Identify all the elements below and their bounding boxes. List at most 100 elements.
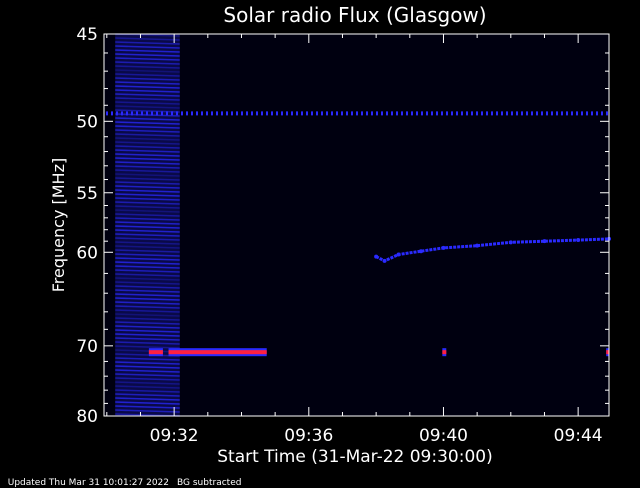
carrier-dot bbox=[141, 111, 143, 116]
emission-point bbox=[475, 243, 480, 248]
y-axis-label: Frequency [MHz] bbox=[49, 158, 68, 292]
carrier-dot bbox=[356, 111, 358, 116]
interference-streak bbox=[115, 237, 180, 241]
interference-streak bbox=[115, 193, 180, 197]
interference-streak bbox=[115, 185, 180, 189]
interference-streak bbox=[115, 133, 180, 137]
carrier-dot bbox=[271, 111, 273, 116]
carrier-dot bbox=[261, 111, 263, 116]
emission-point bbox=[419, 249, 424, 254]
carrier-dot bbox=[236, 111, 238, 116]
interference-streak bbox=[115, 309, 180, 313]
carrier-dot bbox=[516, 111, 518, 116]
interference-streak bbox=[115, 109, 180, 113]
interference-streak bbox=[115, 389, 180, 393]
carrier-dot bbox=[586, 111, 588, 116]
interference-streak bbox=[115, 405, 180, 409]
interference-streak bbox=[115, 265, 180, 269]
carrier-dot bbox=[351, 111, 353, 116]
interference-streak bbox=[115, 369, 180, 373]
interference-streak bbox=[115, 157, 180, 161]
carrier-dot bbox=[186, 111, 188, 116]
carrier-dot bbox=[476, 111, 478, 116]
carrier-dot bbox=[401, 111, 403, 116]
x-axis-label: Start Time (31-Mar-22 09:30:00) bbox=[217, 447, 492, 467]
strong-band bbox=[442, 350, 447, 355]
carrier-dot bbox=[291, 111, 293, 116]
y-tick-label: 80 bbox=[76, 407, 98, 427]
carrier-dot bbox=[231, 111, 233, 116]
interference-streak bbox=[115, 401, 180, 405]
carrier-dot bbox=[461, 111, 463, 116]
interference-streak bbox=[115, 69, 180, 73]
x-tick-label: 09:36 bbox=[284, 426, 333, 446]
interference-streak bbox=[115, 257, 180, 261]
interference-streak bbox=[115, 125, 180, 129]
interference-streak bbox=[115, 85, 180, 89]
footer: Updated Thu Mar 31 10:01:27 2022 BG subtr… bbox=[2, 468, 242, 488]
x-tick-label: 09:44 bbox=[554, 426, 603, 446]
interference-streak bbox=[115, 57, 180, 61]
carrier-dot bbox=[571, 111, 573, 116]
interference-streak bbox=[115, 393, 180, 397]
carrier-dot bbox=[226, 111, 228, 116]
strong-bands bbox=[148, 348, 610, 357]
interference-streak bbox=[115, 149, 180, 153]
interference-streak bbox=[115, 305, 180, 309]
carrier-dot bbox=[331, 111, 333, 116]
interference-streak bbox=[115, 313, 180, 317]
carrier-dot bbox=[466, 111, 468, 116]
interference-streak bbox=[115, 357, 180, 361]
emission-point bbox=[508, 240, 513, 245]
carrier-dot bbox=[561, 111, 563, 116]
interference-streak bbox=[115, 409, 180, 413]
interference-streak bbox=[115, 189, 180, 193]
interference-streak bbox=[115, 197, 180, 201]
carrier-dot bbox=[421, 111, 423, 116]
carrier-dot bbox=[536, 111, 538, 116]
interference-streak bbox=[115, 41, 180, 45]
interference-streak bbox=[115, 49, 180, 53]
carrier-dot bbox=[406, 111, 408, 116]
carrier-dot bbox=[456, 111, 458, 116]
interference-streak bbox=[115, 397, 180, 401]
interference-streak bbox=[115, 325, 180, 329]
interference-streak bbox=[115, 129, 180, 133]
interference-streak bbox=[115, 245, 180, 249]
interference-streak bbox=[115, 365, 180, 369]
broadband-interference bbox=[115, 33, 180, 417]
interference-streak bbox=[115, 205, 180, 209]
interference-streak bbox=[115, 229, 180, 233]
carrier-dot bbox=[111, 111, 113, 116]
interference-streak bbox=[115, 81, 180, 85]
interference-streak bbox=[115, 361, 180, 365]
strong-band bbox=[148, 350, 163, 355]
interference-streak bbox=[115, 117, 180, 121]
x-tick-label: 09:40 bbox=[419, 426, 468, 446]
carrier-dot bbox=[106, 111, 108, 116]
strong-band bbox=[168, 350, 267, 355]
carrier-dot bbox=[596, 111, 598, 116]
interference-streak bbox=[115, 293, 180, 297]
carrier-dot bbox=[566, 111, 568, 116]
carrier-dot bbox=[431, 111, 433, 116]
interference-streak bbox=[115, 217, 180, 221]
interference-streak bbox=[115, 221, 180, 225]
emission-point bbox=[374, 254, 379, 259]
carrier-dot bbox=[491, 111, 493, 116]
carrier-dot bbox=[551, 111, 553, 116]
carrier-dot bbox=[496, 111, 498, 116]
carrier-dot bbox=[251, 111, 253, 116]
y-tick-label: 60 bbox=[76, 243, 98, 263]
carrier-dot bbox=[526, 111, 528, 116]
carrier-dot bbox=[486, 111, 488, 116]
carrier-dot bbox=[286, 111, 288, 116]
interference-streak bbox=[115, 137, 180, 141]
carrier-dot bbox=[216, 111, 218, 116]
carrier-dot bbox=[546, 111, 548, 116]
carrier-dot bbox=[171, 111, 173, 116]
interference-streak bbox=[115, 253, 180, 257]
carrier-dot bbox=[471, 111, 473, 116]
interference-streak bbox=[115, 373, 180, 377]
interference-streak bbox=[115, 169, 180, 173]
